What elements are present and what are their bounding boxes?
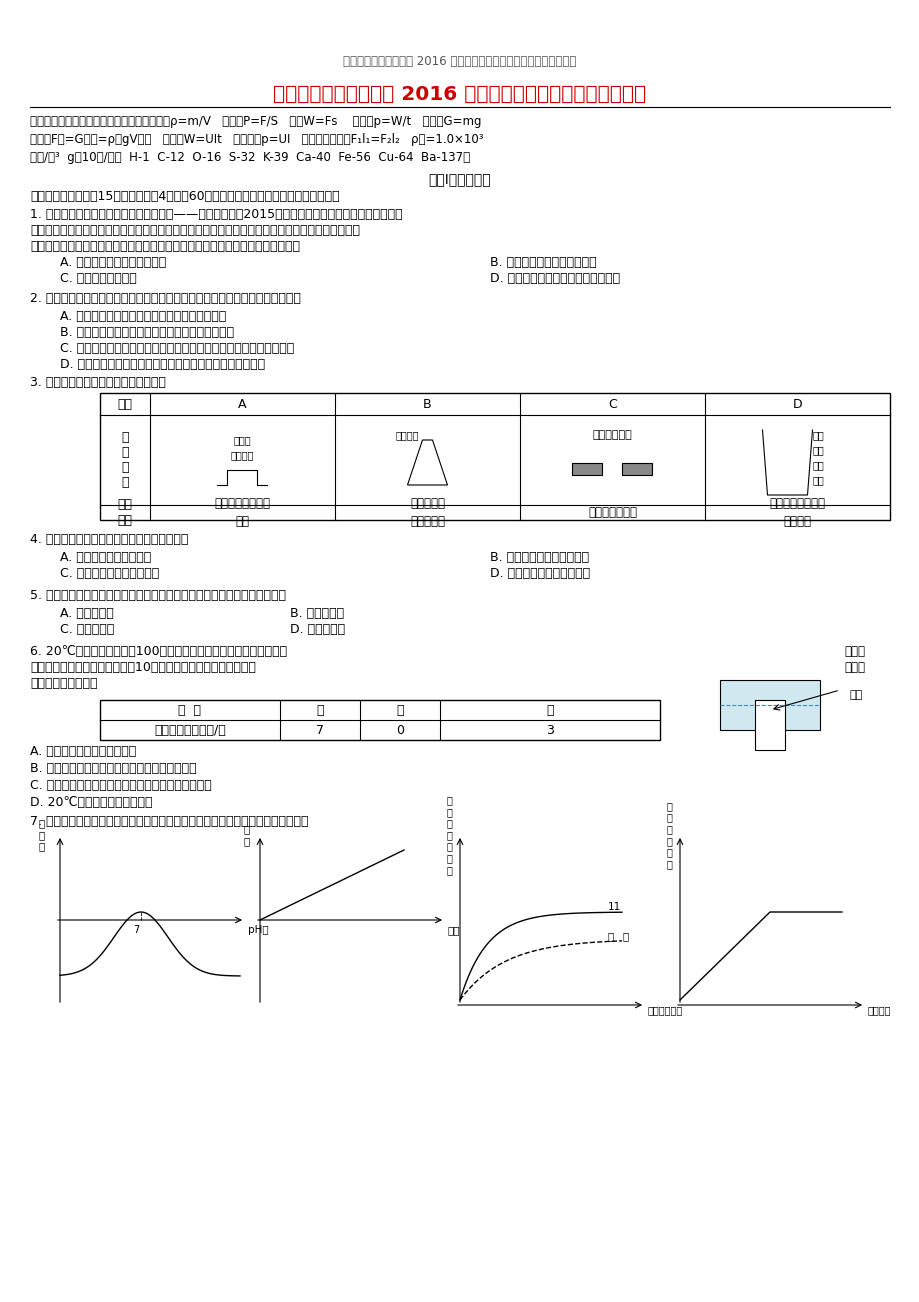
Text: 确定磁棒的磁极: 确定磁棒的磁极 (587, 506, 636, 519)
Text: 铝: 铝 (607, 931, 613, 941)
Text: 未溶解固体的质量/克: 未溶解固体的质量/克 (154, 724, 226, 737)
Text: C. 升高温度，三种溶液中溶质的质量分数一定会改变: C. 升高温度，三种溶液中溶质的质量分数一定会改变 (30, 779, 211, 792)
Text: D. 用酒精作溶剂，再加热提取青蒿素: D. 用酒精作溶剂，再加热提取青蒿素 (490, 272, 619, 285)
Text: C. 投掷实心球时，投出的球能在空中继续飞行是因为受到惯性的作用: C. 投掷实心球时，投出的球能在空中继续飞行是因为受到惯性的作用 (60, 342, 294, 355)
Text: D. 运球时，篮球落在地板上会弹起，说明力的作用是相互的: D. 运球时，篮球落在地板上会弹起，说明力的作用是相互的 (60, 358, 265, 371)
Text: A. 静脉的管壁薄，管径小: A. 静脉的管壁薄，管径小 (60, 551, 151, 564)
Text: 镁: 镁 (622, 931, 629, 941)
Text: （不含结晶水，不与水反应）各10克，充分溶解后，结果如下表所: （不含结晶水，不与水反应）各10克，充分溶解后，结果如下表所 (30, 661, 255, 674)
Text: B. 用旺火加热缩短沸腾的时间: B. 用旺火加热缩短沸腾的时间 (490, 256, 596, 270)
Text: D. 20℃时，甲的溶解能力最弱: D. 20℃时，甲的溶解能力最弱 (30, 796, 153, 809)
Text: A: A (238, 397, 246, 410)
Text: 生
成
气
体
的
质
量: 生 成 气 体 的 质 量 (446, 796, 451, 875)
Text: 红磷: 红磷 (811, 430, 823, 440)
Text: 7. 图像能简明扼要地表示相关科学量之间的关系，下列图像中表示的关系正确的是: 7. 图像能简明扼要地表示相关科学量之间的关系，下列图像中表示的关系正确的是 (30, 815, 308, 828)
Text: 浙江省新昌县回山中学 2016 届九年级科学上学期期末考试试题浙教版: 浙江省新昌县回山中学 2016 届九年级科学上学期期末考试试题浙教版 (343, 55, 576, 68)
Text: 铜片: 铜片 (811, 445, 823, 454)
Text: 本卷可能用到的公式和相对原子质量：密度：ρ=m/V   压强：P=F/S   功：W=Fs    功率：p=W/t   重力：G=mg: 本卷可能用到的公式和相对原子质量：密度：ρ=m/V 压强：P=F/S 功：W=F… (30, 115, 481, 128)
Text: 注意回风: 注意回风 (231, 450, 254, 460)
Text: C. 增大容器内的气压: C. 增大容器内的气压 (60, 272, 137, 285)
Text: C. 大于大气压: C. 大于大气压 (60, 622, 114, 635)
Bar (572, 464, 602, 475)
Text: D. 静脉中的血液含营养较少: D. 静脉中的血液含营养较少 (490, 566, 589, 579)
Text: 稀硫酸的质量: 稀硫酸的质量 (647, 1005, 683, 1016)
Text: 测定食物中所含的
能量: 测定食物中所含的 能量 (214, 497, 270, 529)
Text: 浙江省新昌县回山中学 2016 届九年级科学上学期期末考试试题: 浙江省新昌县回山中学 2016 届九年级科学上学期期末考试试题 (273, 85, 646, 104)
Text: A. 用微火加热使溶液慢慢沸腾: A. 用微火加热使溶液慢慢沸腾 (60, 256, 166, 270)
Text: A. 当你听到枪声后立即起跑，这是一种条件反射: A. 当你听到枪声后立即起跑，这是一种条件反射 (60, 310, 226, 323)
Text: 0: 0 (395, 724, 403, 737)
Text: 示。下: 示。下 (843, 661, 864, 674)
Bar (720, 680, 819, 730)
Text: 酶
活
性: 酶 活 性 (39, 819, 45, 852)
Text: B. 当你在中长跑时，皮肤血管舒张，可以增加散热: B. 当你在中长跑时，皮肤血管舒张，可以增加散热 (60, 326, 233, 339)
Bar (622, 464, 652, 475)
Text: 验证可燃物燃烧的
两个条件: 验证可燃物燃烧的 两个条件 (768, 497, 824, 529)
Text: 3: 3 (546, 724, 553, 737)
Text: A. 所得溶液可能都是饱和溶液: A. 所得溶液可能都是饱和溶液 (30, 745, 136, 758)
Text: 2. 这段时间大家都在积极准备体育中考的各个考试项目。下面有关说法错误的是: 2. 这段时间大家都在积极准备体育中考的各个考试项目。下面有关说法错误的是 (30, 292, 301, 305)
Text: B. 小于大气压: B. 小于大气压 (289, 607, 344, 620)
Text: 11: 11 (607, 902, 620, 913)
Text: 蒸发时间: 蒸发时间 (867, 1005, 891, 1016)
Text: 干冷烧杯: 干冷烧杯 (395, 430, 419, 440)
Text: 验证石蜡中
含有氧元素: 验证石蜡中 含有氧元素 (410, 497, 445, 529)
Text: 甲: 甲 (316, 703, 323, 716)
Text: 乙: 乙 (396, 703, 403, 716)
Text: 深度: 深度 (448, 924, 460, 935)
Text: 物  质: 物 质 (178, 703, 201, 716)
Text: 丙: 丙 (546, 703, 553, 716)
Text: B. 静脉中的血液都是静脉血: B. 静脉中的血液都是静脉血 (490, 551, 588, 564)
Text: B: B (423, 397, 431, 410)
Text: 浮力：F浮=G排液=ρ液gV排液   电功：W=UIt   电功率：p=UI   杠杆平衡条件：F₁l₁=F₂l₂   ρ水=1.0×10³: 浮力：F浮=G排液=ρ液gV排液 电功：W=UIt 电功率：p=UI 杠杆平衡条… (30, 133, 483, 146)
Text: 选项: 选项 (118, 397, 132, 410)
Text: 3. 下列实验设计能够达到实验目的的是: 3. 下列实验设计能够达到实验目的的是 (30, 376, 165, 389)
Text: 1. 我国科学家屠呦呦因为创制新型抗疟药——青蒿素，荣获2015年诺贝尔医学或生理学奖。开始屠呦呦: 1. 我国科学家屠呦呦因为创制新型抗疟药——青蒿素，荣获2015年诺贝尔医学或生… (30, 208, 403, 221)
Text: 一、选择题（本题共15小题，每小题4分，共60分。下列各小题只有一个选项符合题意）: 一、选择题（本题共15小题，每小题4分，共60分。下列各小题只有一个选项符合题意… (30, 190, 339, 203)
Text: 试卷Ⅰ（选择题）: 试卷Ⅰ（选择题） (428, 172, 491, 186)
Text: C. 静脉中的血液都流向心脏: C. 静脉中的血液都流向心脏 (60, 566, 159, 579)
Bar (754, 700, 784, 750)
Text: 磁棒相互靠拢: 磁棒相互靠拢 (592, 430, 631, 440)
Text: 7: 7 (315, 724, 323, 737)
Text: 热水: 热水 (811, 460, 823, 470)
Text: 列有关说法错误的是: 列有关说法错误的是 (30, 677, 97, 690)
Text: C: C (607, 397, 617, 410)
Text: 5. 用排水法收集氧气，当试管中的水被排至如图位置时，试管中的气体压强: 5. 用排水法收集氧气，当试管中的水被排至如图位置时，试管中的气体压强 (30, 589, 286, 602)
Text: 千克/米³  g取10牛/千克  H-1  C-12  O-16  S-32  K-39  Ca-40  Fe-56  Cu-64  Ba-137。: 千克/米³ g取10牛/千克 H-1 C-12 O-16 S-32 K-39 C… (30, 151, 470, 164)
Text: 实验中: 实验中 (233, 435, 251, 445)
Text: 尝试用水作溶剂，用加热青蒿素水溶液的方法使其沸腾，从而去除水分以提取药物，但提取后的药效: 尝试用水作溶剂，用加热青蒿素水溶液的方法使其沸腾，从而去除水分以提取药物，但提取… (30, 224, 359, 237)
Text: 7: 7 (132, 924, 139, 935)
Text: 实验
目的: 实验 目的 (118, 499, 132, 526)
Text: D. 以上都可能: D. 以上都可能 (289, 622, 345, 635)
Text: A. 等于大气压: A. 等于大气压 (60, 607, 114, 620)
Text: pH值: pH值 (248, 924, 268, 935)
Bar (100, 393, 889, 519)
Text: 纯净物: 纯净物 (843, 644, 864, 658)
Text: D: D (792, 397, 801, 410)
Text: 压
强: 压 强 (244, 824, 250, 846)
Text: 白磷: 白磷 (811, 475, 823, 486)
Text: 氧气: 氧气 (849, 690, 862, 700)
Text: 4. 关于人体静脉及其中的血液，说法正确的是: 4. 关于人体静脉及其中的血液，说法正确的是 (30, 533, 188, 546)
Text: 6. 20℃时，在三个各盛有100克水的容器中分别加入甲、乙、丙三种: 6. 20℃时，在三个各盛有100克水的容器中分别加入甲、乙、丙三种 (30, 644, 287, 658)
Text: 实
验
设
计: 实 验 设 计 (121, 431, 129, 490)
Text: B. 所得三种溶液中溶质的质量分数是乙＞丙＞甲: B. 所得三种溶液中溶质的质量分数是乙＞丙＞甲 (30, 762, 197, 775)
Text: 并不理想。她猜想：可能在高温情况下，药物被破坏掉了。对此，可采用的方法是: 并不理想。她猜想：可能在高温情况下，药物被破坏掉了。对此，可采用的方法是 (30, 240, 300, 253)
Bar (100, 700, 659, 740)
Text: 溶
质
质
量
分
数: 溶 质 质 量 分 数 (665, 801, 671, 868)
